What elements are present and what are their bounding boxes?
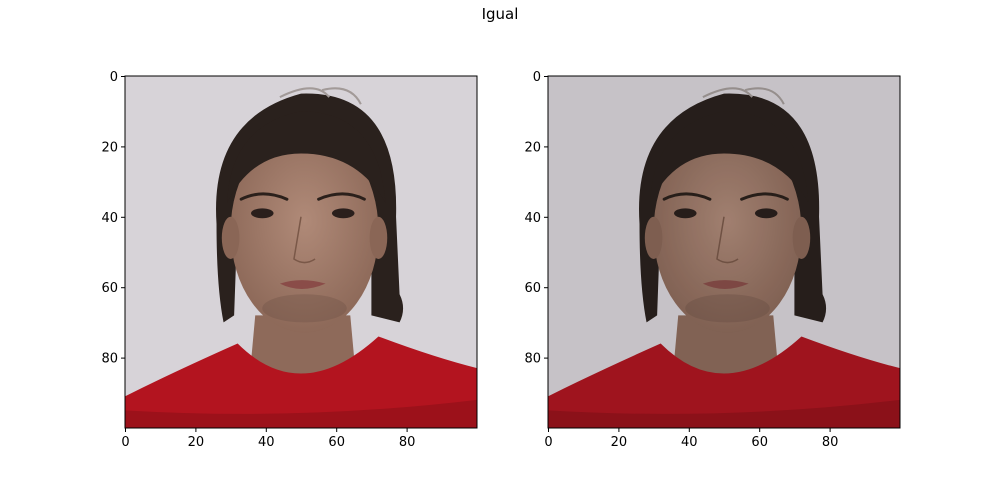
y-tick-label: 60 xyxy=(101,281,118,296)
y-tick-label: 80 xyxy=(101,352,118,367)
chin-shadow xyxy=(262,294,347,323)
left-eyebrow xyxy=(662,192,712,201)
right-eyebrow xyxy=(740,192,789,201)
mouth xyxy=(279,280,326,289)
axes-frame xyxy=(547,75,901,429)
x-tick-label: 0 xyxy=(544,435,552,450)
shirt xyxy=(548,336,900,428)
y-tick-label: 40 xyxy=(101,211,118,226)
hair-fringe xyxy=(227,111,386,203)
y-tick-label: 80 xyxy=(524,352,541,367)
left-ear xyxy=(221,216,240,260)
shirt-shadow xyxy=(125,399,477,428)
figure-title: Igual xyxy=(481,5,519,23)
face-photo xyxy=(548,76,900,428)
y-tick-label: 0 xyxy=(533,70,541,85)
right-eyebrow xyxy=(317,192,366,201)
x-tick-label: 60 xyxy=(751,435,768,450)
hair-fringe xyxy=(650,111,809,203)
axes-frame xyxy=(124,75,478,429)
face-photo xyxy=(125,76,477,428)
mouth xyxy=(702,280,749,289)
right-eye xyxy=(754,208,778,219)
y-tick-label: 40 xyxy=(524,211,541,226)
x-tick-label: 80 xyxy=(822,435,839,450)
left-eye xyxy=(674,208,697,219)
hair-highlight xyxy=(279,87,362,105)
chin-shadow xyxy=(685,294,770,323)
shirt-shadow xyxy=(548,399,900,428)
hair-highlight xyxy=(702,87,785,105)
right-ear xyxy=(792,216,811,260)
y-tick-label: 60 xyxy=(524,281,541,296)
x-tick-label: 40 xyxy=(258,435,275,450)
x-tick-label: 80 xyxy=(399,435,416,450)
x-tick-label: 60 xyxy=(328,435,345,450)
y-tick-label: 20 xyxy=(524,140,541,155)
face xyxy=(653,128,802,333)
y-tick-label: 20 xyxy=(101,140,118,155)
x-tick-label: 20 xyxy=(611,435,628,450)
face xyxy=(230,128,379,333)
x-tick-label: 0 xyxy=(121,435,129,450)
x-tick-label: 40 xyxy=(681,435,698,450)
right-ear xyxy=(369,216,388,260)
shirt xyxy=(125,336,477,428)
right-eye xyxy=(331,208,355,219)
left-eyebrow xyxy=(239,192,289,201)
nose xyxy=(716,216,739,264)
nose xyxy=(293,216,316,264)
left-eye xyxy=(251,208,274,219)
x-tick-label: 20 xyxy=(188,435,205,450)
left-ear xyxy=(644,216,663,260)
y-tick-label: 0 xyxy=(110,70,118,85)
